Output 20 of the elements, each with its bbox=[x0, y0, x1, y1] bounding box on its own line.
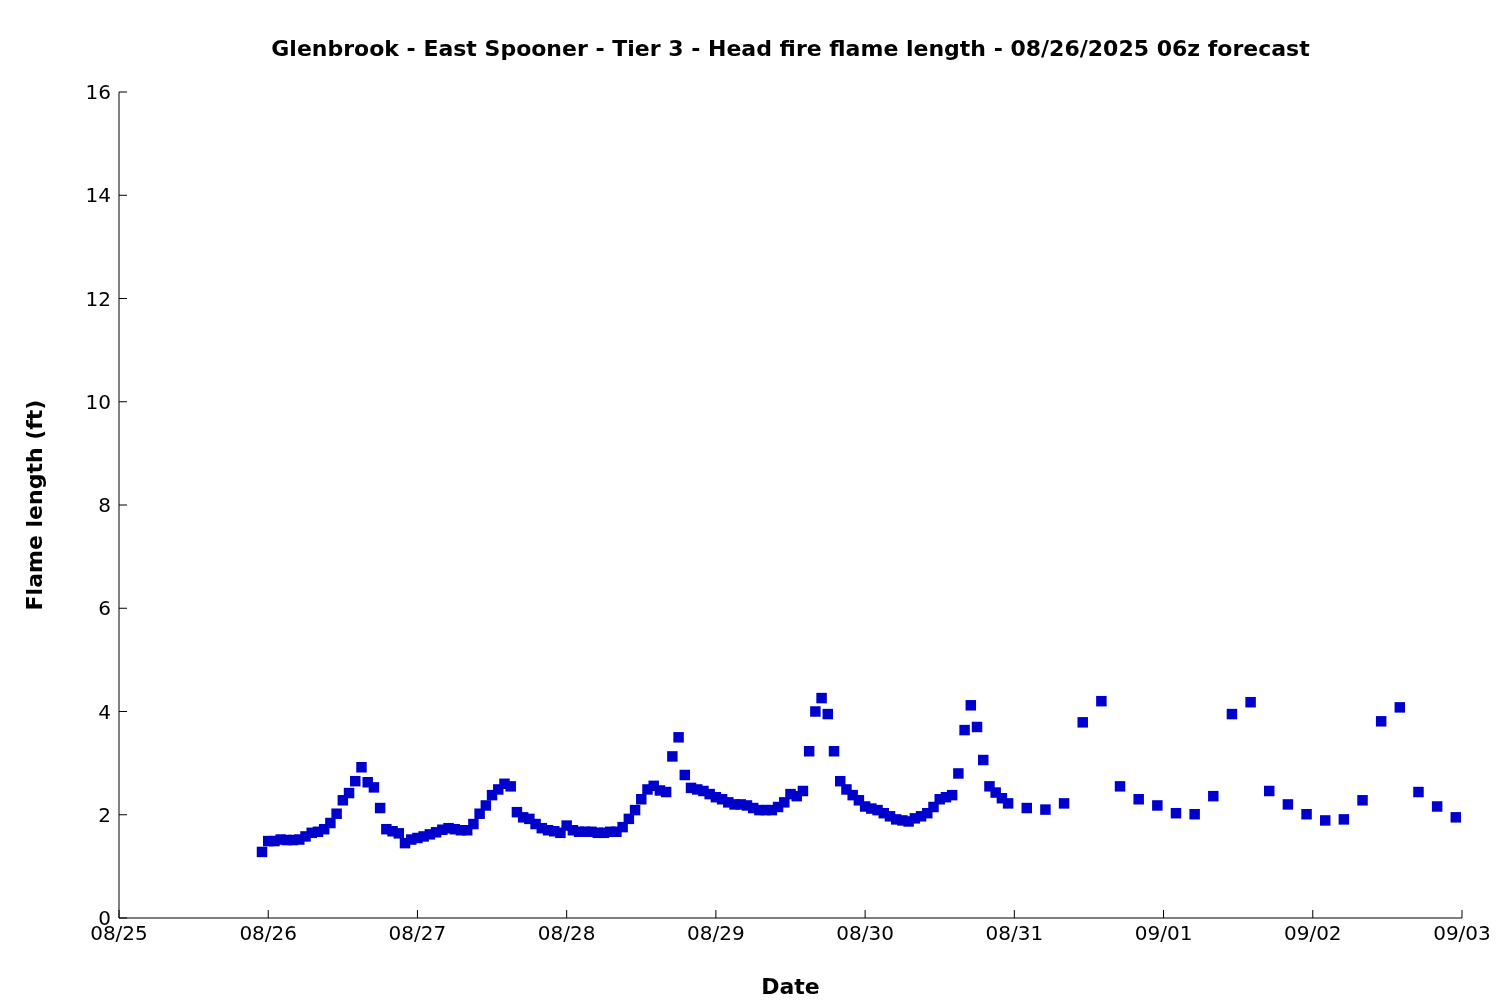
x-tick-label: 08/26 bbox=[239, 921, 298, 946]
x-tick-label: 09/01 bbox=[1134, 921, 1193, 946]
y-tick-label: 8 bbox=[98, 493, 111, 518]
y-tick-label: 12 bbox=[85, 286, 111, 311]
y-tick-label: 6 bbox=[98, 596, 111, 621]
x-axis-title: Date bbox=[760, 974, 821, 999]
x-tick-label: 08/30 bbox=[836, 921, 894, 946]
x-tick-label: 09/02 bbox=[1283, 921, 1342, 946]
x-tick-label: 08/28 bbox=[537, 921, 596, 946]
chart-title: Glenbrook - East Spooner - Tier 3 - Head fire flame length - 08/26/2025 06z forecast bbox=[270, 36, 1311, 61]
x-tick-label: 08/31 bbox=[985, 921, 1044, 946]
y-tick-label: 10 bbox=[85, 389, 111, 414]
y-tick-label: 4 bbox=[98, 699, 111, 724]
x-tick-label: 09/03 bbox=[1433, 921, 1491, 946]
x-tick-label: 08/27 bbox=[388, 921, 447, 946]
x-tick-label: 08/29 bbox=[687, 921, 745, 946]
y-tick-label: 14 bbox=[85, 183, 111, 208]
y-tick-label: 2 bbox=[98, 802, 111, 827]
y-axis-title: Flame length (ft) bbox=[21, 399, 47, 611]
y-tick-label: 16 bbox=[85, 80, 111, 105]
